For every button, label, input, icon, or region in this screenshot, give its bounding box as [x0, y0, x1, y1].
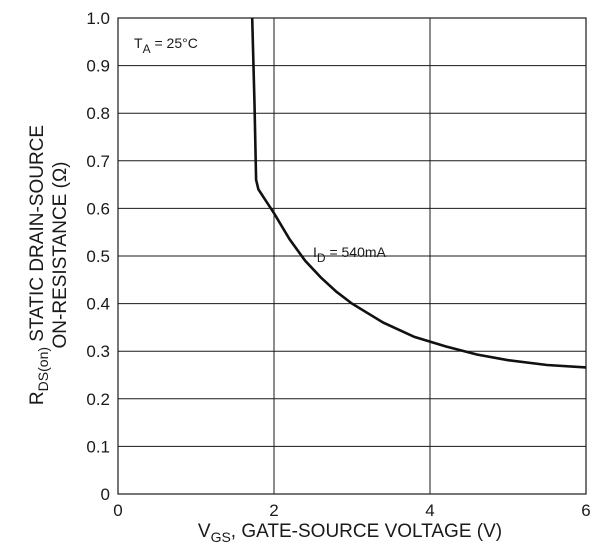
y-tick-label: 0.3 — [86, 342, 110, 361]
series-label: ID = 540mA — [313, 244, 387, 265]
gridlines — [118, 18, 586, 494]
y-tick-label: 0 — [101, 485, 110, 504]
y-axis-title-line1: RDS(on) STATIC DRAIN-SOURCE — [27, 125, 51, 405]
y-tick-label: 0.5 — [86, 247, 110, 266]
series-line-id-540ma — [250, 17, 587, 369]
x-tick-labels: 0 2 4 6 — [113, 501, 590, 520]
y-tick-label: 0.9 — [86, 57, 110, 76]
y-tick-label: 0.4 — [86, 295, 110, 314]
y-tick-labels: 0 0.1 0.2 0.3 0.4 0.5 0.6 0.7 0.8 0.9 1.0 — [86, 9, 110, 504]
y-tick-label: 1.0 — [86, 9, 110, 28]
y-tick-label: 0.7 — [86, 152, 110, 171]
y-tick-label: 0.2 — [86, 390, 110, 409]
condition-label: TA = 25°C — [134, 35, 198, 56]
y-tick-label: 0.6 — [86, 199, 110, 218]
x-tick-label: 2 — [269, 501, 278, 520]
x-tick-label: 4 — [425, 501, 434, 520]
x-tick-label: 6 — [581, 501, 590, 520]
plot-frame — [117, 17, 587, 495]
y-tick-label: 0.8 — [86, 104, 110, 123]
x-axis-title: VGS, GATE-SOURCE VOLTAGE (V) — [198, 521, 502, 544]
x-tick-label: 0 — [113, 501, 122, 520]
y-tick-label: 0.1 — [86, 437, 110, 456]
y-axis-title-line2: ON-RESISTANCE (Ω) — [50, 162, 71, 349]
